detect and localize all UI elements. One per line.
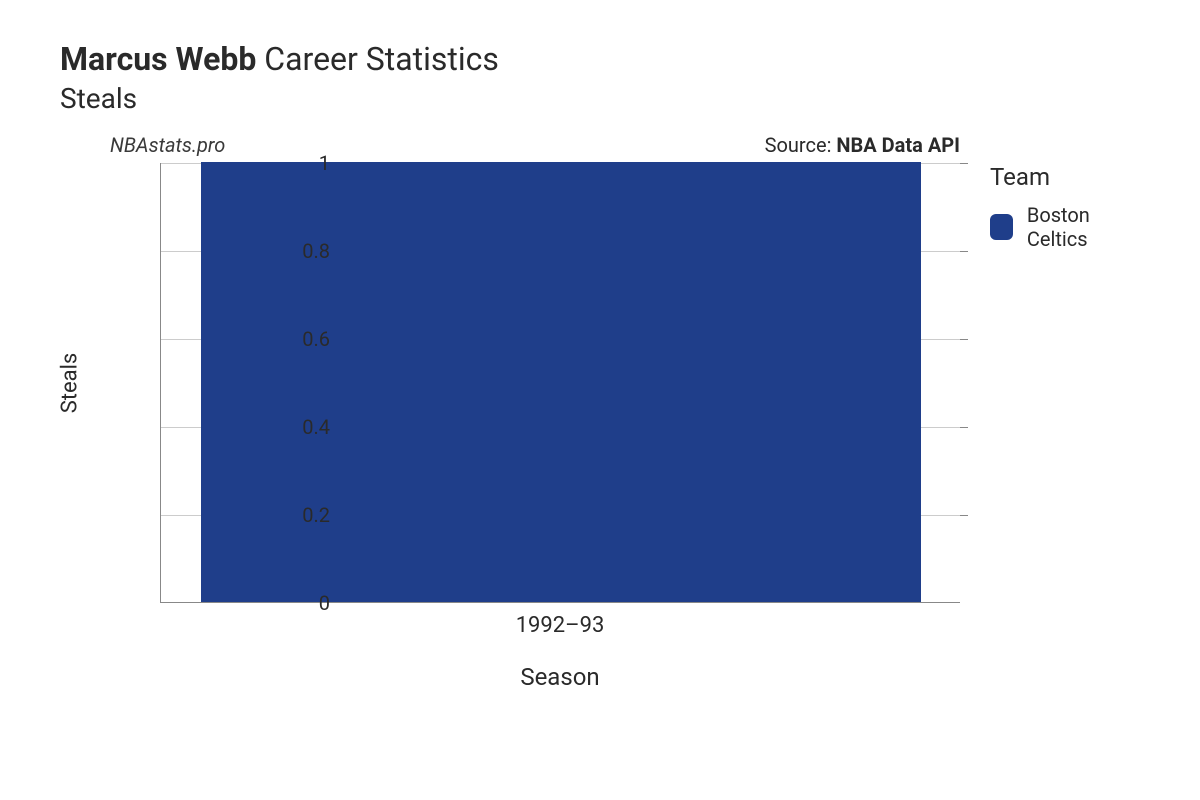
y-tick-label: 0.2 bbox=[270, 503, 330, 527]
y-tick-label: 1 bbox=[270, 151, 330, 175]
y-tick-label: 0 bbox=[270, 591, 330, 615]
source-label: Source: bbox=[765, 133, 837, 157]
y-tick-mark bbox=[960, 427, 968, 428]
x-tick-label: 1992–93 bbox=[516, 613, 605, 638]
meta-row: NBAstats.pro Source: NBA Data API bbox=[100, 133, 960, 161]
y-tick-mark bbox=[960, 163, 968, 164]
y-tick-label: 0.8 bbox=[270, 239, 330, 263]
legend: Team Boston Celtics bbox=[990, 163, 1140, 251]
watermark: NBAstats.pro bbox=[110, 133, 225, 157]
y-tick-mark bbox=[960, 339, 968, 340]
x-axis-title: Season bbox=[520, 663, 599, 691]
plot-area bbox=[160, 163, 960, 603]
chart-title: Marcus Webb Career Statistics bbox=[60, 40, 1160, 78]
y-tick-label: 0.4 bbox=[270, 415, 330, 439]
y-tick-label: 0.6 bbox=[270, 327, 330, 351]
legend-label: Boston Celtics bbox=[1027, 203, 1140, 251]
legend-title: Team bbox=[990, 163, 1140, 191]
bar bbox=[201, 162, 921, 602]
title-suffix: Career Statistics bbox=[256, 40, 499, 78]
legend-swatch bbox=[990, 214, 1013, 240]
y-axis-title: Steals bbox=[58, 353, 83, 414]
y-tick-mark bbox=[960, 515, 968, 516]
legend-item: Boston Celtics bbox=[990, 203, 1140, 251]
chart-subtitle: Steals bbox=[60, 82, 1160, 115]
y-tick-mark bbox=[960, 251, 968, 252]
source-attribution: Source: NBA Data API bbox=[765, 133, 960, 157]
source-value: NBA Data API bbox=[836, 133, 960, 157]
chart-container: Marcus Webb Career Statistics Steals NBA… bbox=[60, 40, 1160, 723]
title-player-name: Marcus Webb bbox=[60, 40, 256, 78]
chart-area: Steals Season Team Boston Celtics 0 0.2 0.… bbox=[60, 163, 1140, 723]
